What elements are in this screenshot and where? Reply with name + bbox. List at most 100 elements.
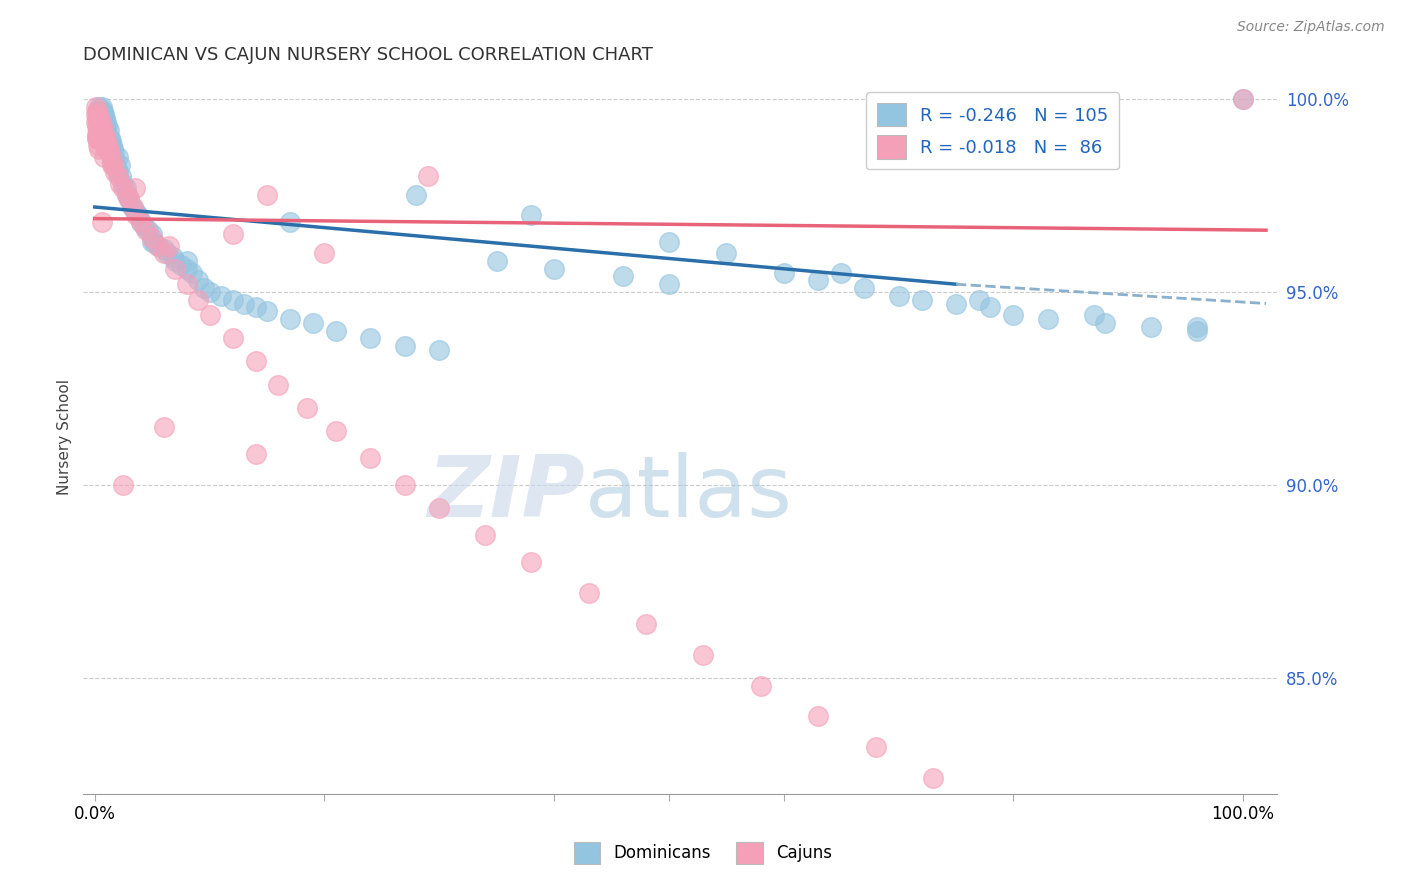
Point: [89, 119, 111, 133]
Point: [89, 107, 111, 121]
Point: [278, 215, 301, 229]
Point: [93, 115, 115, 129]
Point: [474, 528, 496, 542]
Point: [96, 135, 118, 149]
Point: [104, 165, 127, 179]
Point: [87, 107, 110, 121]
Point: [520, 208, 543, 222]
Point: [967, 293, 990, 307]
Point: [90, 127, 112, 141]
Point: [181, 266, 204, 280]
Point: [112, 177, 135, 191]
Point: [165, 261, 187, 276]
Point: [221, 293, 243, 307]
Point: [101, 142, 124, 156]
Point: [830, 266, 852, 280]
Point: [129, 215, 152, 229]
Point: [90, 107, 112, 121]
Point: [86, 119, 108, 133]
Point: [359, 450, 381, 465]
Point: [245, 301, 267, 315]
Point: [865, 740, 887, 755]
Point: [91, 130, 114, 145]
Point: [146, 238, 169, 252]
Point: [105, 161, 128, 176]
Point: [853, 281, 876, 295]
Point: [90, 100, 112, 114]
Point: [97, 138, 120, 153]
Point: [141, 231, 163, 245]
Point: [89, 112, 111, 126]
Point: [129, 215, 152, 229]
Point: [93, 107, 115, 121]
Point: [86, 103, 108, 118]
Point: [96, 138, 118, 153]
Point: [91, 119, 114, 133]
Point: [87, 123, 110, 137]
Point: [1094, 316, 1116, 330]
Point: [135, 223, 157, 237]
Point: [93, 130, 115, 145]
Point: [96, 123, 118, 137]
Point: [89, 103, 111, 118]
Text: ZIP: ZIP: [427, 452, 585, 535]
Point: [634, 616, 657, 631]
Point: [127, 208, 149, 222]
Point: [101, 157, 124, 171]
Point: [84, 107, 107, 121]
Point: [156, 246, 179, 260]
Point: [86, 127, 108, 141]
Point: [107, 165, 129, 179]
Point: [89, 127, 111, 141]
Point: [93, 150, 115, 164]
Point: [91, 123, 114, 137]
Point: [176, 261, 198, 276]
Point: [1140, 319, 1163, 334]
Point: [314, 246, 336, 260]
Point: [89, 130, 111, 145]
Point: [910, 293, 932, 307]
Point: [107, 169, 129, 183]
Point: [100, 135, 122, 149]
Point: [1185, 319, 1208, 334]
Point: [1232, 92, 1254, 106]
Point: [146, 238, 169, 252]
Point: [96, 115, 118, 129]
Point: [427, 343, 450, 357]
Point: [887, 289, 910, 303]
Text: atlas: atlas: [585, 452, 793, 535]
Y-axis label: Nursery School: Nursery School: [58, 379, 72, 495]
Point: [101, 157, 124, 171]
Point: [141, 227, 163, 241]
Point: [187, 273, 209, 287]
Point: [979, 301, 1001, 315]
Point: [124, 203, 146, 218]
Point: [1232, 92, 1254, 106]
Point: [221, 331, 243, 345]
Point: [86, 130, 108, 145]
Point: [90, 127, 112, 141]
Point: [170, 258, 193, 272]
Point: [98, 146, 121, 161]
Point: [427, 501, 450, 516]
Point: [84, 115, 107, 129]
Point: [325, 424, 347, 438]
Point: [125, 208, 148, 222]
Point: [1094, 863, 1116, 878]
Point: [1152, 875, 1174, 889]
Point: [1036, 312, 1059, 326]
Point: [152, 246, 174, 260]
Point: [325, 324, 347, 338]
Point: [1002, 308, 1025, 322]
Point: [93, 127, 115, 141]
Point: [89, 112, 111, 126]
Point: [256, 188, 278, 202]
Point: [108, 157, 131, 171]
Point: [87, 138, 110, 153]
Point: [267, 377, 290, 392]
Point: [245, 447, 267, 461]
Point: [1185, 324, 1208, 338]
Point: [101, 153, 124, 168]
Point: [749, 679, 772, 693]
Point: [93, 135, 115, 149]
